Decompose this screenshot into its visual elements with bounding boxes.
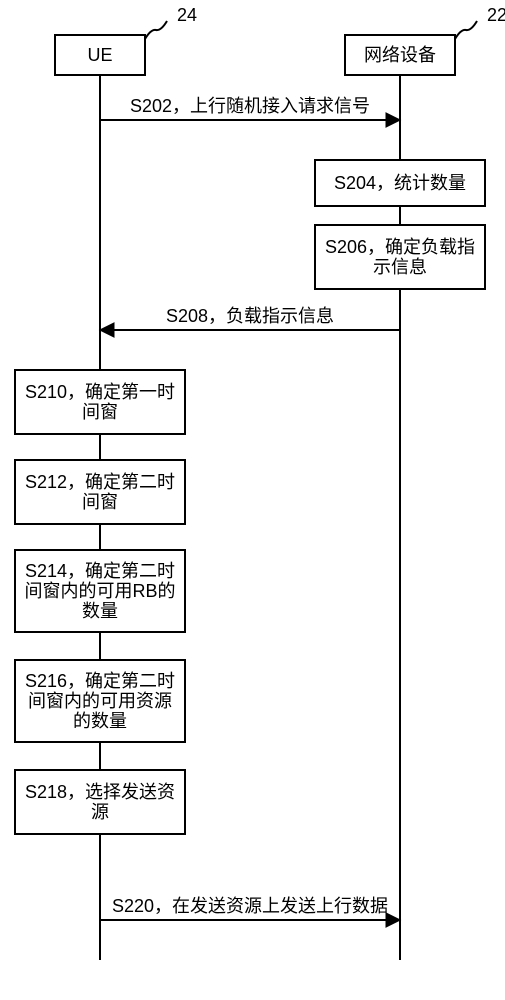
message-s208: S208，负载指示信息 — [100, 306, 400, 330]
svg-text:24: 24 — [177, 5, 197, 25]
svg-text:S202，上行随机接入请求信号: S202，上行随机接入请求信号 — [130, 96, 370, 116]
svg-text:S212，确定第二时: S212，确定第二时 — [25, 472, 175, 492]
step-s210: S210，确定第一时间窗 — [15, 370, 185, 434]
svg-text:S210，确定第一时: S210，确定第一时 — [25, 382, 175, 402]
svg-text:UE: UE — [87, 45, 112, 65]
svg-text:S218，选择发送资: S218，选择发送资 — [25, 782, 175, 802]
step-s218: S218，选择发送资源 — [15, 770, 185, 834]
step-s204: S204，统计数量 — [315, 160, 485, 206]
step-s216: S216，确定第二时间窗内的可用资源的数量 — [15, 660, 185, 742]
message-s202: S202，上行随机接入请求信号 — [100, 96, 400, 120]
svg-text:间窗: 间窗 — [82, 402, 118, 422]
svg-text:的数量: 的数量 — [73, 711, 127, 731]
svg-text:S220，在发送资源上发送上行数据: S220，在发送资源上发送上行数据 — [112, 896, 388, 916]
step-s206: S206，确定负载指示信息 — [315, 225, 485, 289]
svg-text:间窗内的可用RB的: 间窗内的可用RB的 — [24, 581, 175, 601]
svg-text:S216，确定第二时: S216，确定第二时 — [25, 671, 175, 691]
message-s220: S220，在发送资源上发送上行数据 — [100, 896, 400, 920]
svg-text:间窗: 间窗 — [82, 492, 118, 512]
svg-text:S206，确定负载指: S206，确定负载指 — [325, 237, 475, 257]
svg-text:数量: 数量 — [82, 601, 118, 621]
svg-text:源: 源 — [91, 802, 109, 822]
lifeline-net: 网络设备 22 — [345, 5, 505, 960]
svg-text:S208，负载指示信息: S208，负载指示信息 — [166, 306, 334, 326]
step-s212: S212，确定第二时间窗 — [15, 460, 185, 524]
svg-text:S204，统计数量: S204，统计数量 — [334, 173, 466, 193]
step-s214: S214，确定第二时间窗内的可用RB的数量 — [15, 550, 185, 632]
svg-text:间窗内的可用资源: 间窗内的可用资源 — [28, 691, 172, 711]
svg-text:22: 22 — [487, 5, 505, 25]
svg-text:S214，确定第二时: S214，确定第二时 — [25, 561, 175, 581]
svg-text:网络设备: 网络设备 — [364, 45, 436, 65]
svg-text:示信息: 示信息 — [373, 257, 427, 277]
